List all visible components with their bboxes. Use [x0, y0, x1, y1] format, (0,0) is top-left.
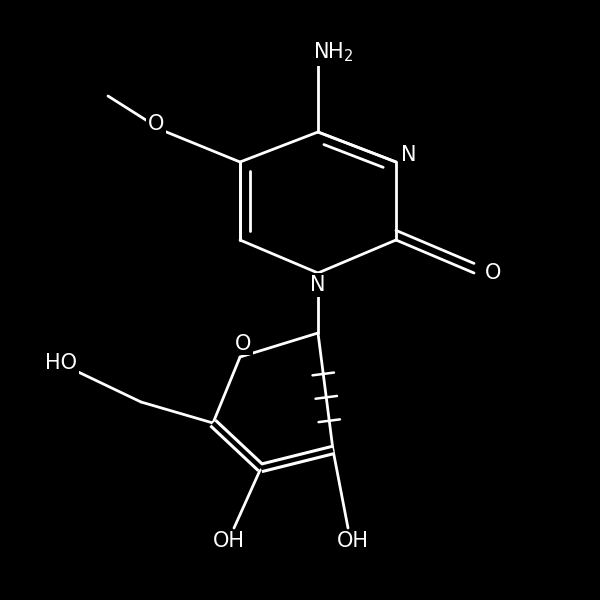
Text: OH: OH	[337, 531, 369, 551]
Text: HO: HO	[45, 353, 77, 373]
Text: OH: OH	[213, 531, 245, 551]
Text: O: O	[485, 263, 501, 283]
Text: O: O	[148, 114, 164, 134]
Text: N: N	[401, 145, 417, 165]
Text: O: O	[235, 334, 251, 354]
Text: NH$_2$: NH$_2$	[313, 40, 353, 64]
Text: N: N	[310, 275, 326, 295]
